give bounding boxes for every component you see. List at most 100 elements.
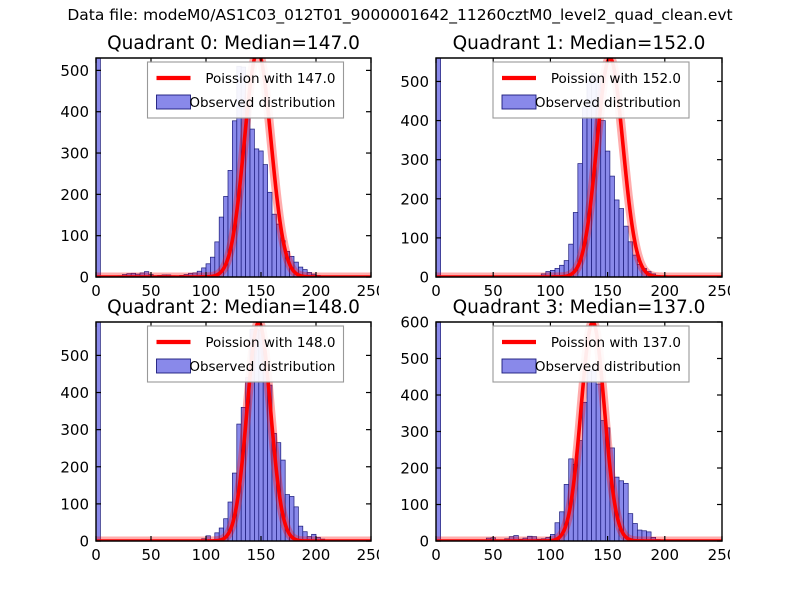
histogram-bars [436,322,670,541]
histogram-bar [201,267,207,277]
histogram-bar [100,276,106,277]
histogram-bar [139,272,145,277]
histogram-bar [210,256,216,277]
histogram-bar [280,459,286,541]
histogram-bar [236,65,242,277]
histogram-bar [328,540,334,541]
histogram-bar [531,536,538,541]
histogram-bar [258,329,264,541]
y-tick-label: 100 [60,227,89,245]
histogram-bar [161,274,167,277]
histogram-bar [289,496,295,541]
histogram-bar [536,538,542,541]
histogram-bar [284,251,290,277]
histogram-bar [179,275,185,277]
y-axis: 0 100 200 300 400 500 600 [400,316,722,551]
panel-title-quadrant-3: Quadrant 3: Median=137.0 [452,297,706,318]
histogram-bar [293,261,299,277]
histogram-bar [218,216,224,277]
y-tick-label: 300 [60,145,89,163]
y-tick-label: 0 [79,533,89,551]
histogram-bar [436,322,441,541]
plot-area-quadrant-0 [96,58,371,277]
histogram-bar [664,276,670,277]
poisson-curve-glow [96,322,371,541]
histogram-bar [591,73,597,277]
histogram-bar [604,427,611,541]
x-axis: 0 50 100 150 200 250 [431,322,730,564]
legend-patch-swatch [501,358,537,374]
histogram-bar [632,523,638,541]
histogram-bar [646,271,652,277]
histogram-bar [183,274,189,277]
histogram-bar [311,273,317,277]
histogram-bar [582,106,588,277]
x-tick-label: 150 [593,282,622,300]
y-axis: 0 100 200 300 400 500 [60,347,371,551]
histogram-bar [298,266,304,277]
histogram-bar [271,433,277,541]
y-tick-label: 100 [400,229,429,247]
histogram-bar [117,275,123,277]
legend-patch-swatch [156,358,191,374]
poisson-curve-glow [96,58,371,277]
y-tick-label: 0 [419,269,429,287]
poisson-curve [96,322,371,541]
histogram-bar [196,270,202,277]
y-tick-label: 500 [400,73,429,91]
histogram-bar [568,458,574,541]
x-tick-label: 0 [91,546,101,564]
x-tick-label: 200 [302,282,331,300]
histogram-bar [545,271,551,277]
histogram-bar [595,77,602,277]
histogram-bar [550,534,556,541]
x-axis: 0 50 100 150 200 250 [91,322,379,564]
histogram-bar [249,128,255,277]
histogram-bar [210,539,216,541]
x-tick-label: 200 [650,282,679,300]
histogram-bar [586,370,592,541]
histogram-bar [324,276,330,277]
histogram-bar [518,538,524,541]
x-tick-label: 200 [650,546,679,564]
histogram-bar [495,539,501,541]
histogram-bar [302,269,308,277]
plot-area-quadrant-1 [436,58,722,277]
y-tick-label: 0 [79,269,89,287]
panel-title-quadrant-1: Quadrant 1: Median=152.0 [452,33,706,54]
y-tick-label: 100 [400,496,429,514]
histogram-bar [522,537,528,541]
x-tick-label: 0 [431,546,441,564]
y-tick-label: 200 [400,460,429,478]
x-tick-label: 250 [708,546,730,564]
histogram-bar [586,79,592,277]
histogram-bar [609,175,615,277]
histogram-bar [600,420,606,541]
poisson-curve-glow [436,58,722,277]
histogram-bar [540,538,547,541]
axes-frame [95,57,372,278]
histogram-bar [632,254,638,277]
plot-quadrant-3: 0 50 100 150 200 250 0 100 200 300 400 500 600 Poissi… [400,316,730,564]
histogram-bar [223,196,229,277]
legend-patch-swatch [156,94,191,110]
histogram-bar [122,274,128,277]
histogram-bar [315,275,321,277]
x-tick-label: 50 [484,282,503,300]
y-tick-label: 500 [60,62,89,80]
poisson-curve [436,58,722,277]
histogram-bar [499,539,505,541]
histogram-bar [240,407,246,541]
y-tick-label: 400 [60,384,89,402]
histogram-bar [201,538,207,541]
legend-label: Observed distribution [189,95,335,111]
y-tick-label: 500 [400,350,429,368]
histogram-bar [289,255,295,277]
histogram-bar [157,275,163,277]
histogram-bar [490,537,496,541]
histogram-bar [214,532,220,541]
histogram-bar [623,225,629,277]
histogram-bars [96,322,334,541]
histogram-bar [550,270,556,277]
histogram-bar [284,494,290,541]
